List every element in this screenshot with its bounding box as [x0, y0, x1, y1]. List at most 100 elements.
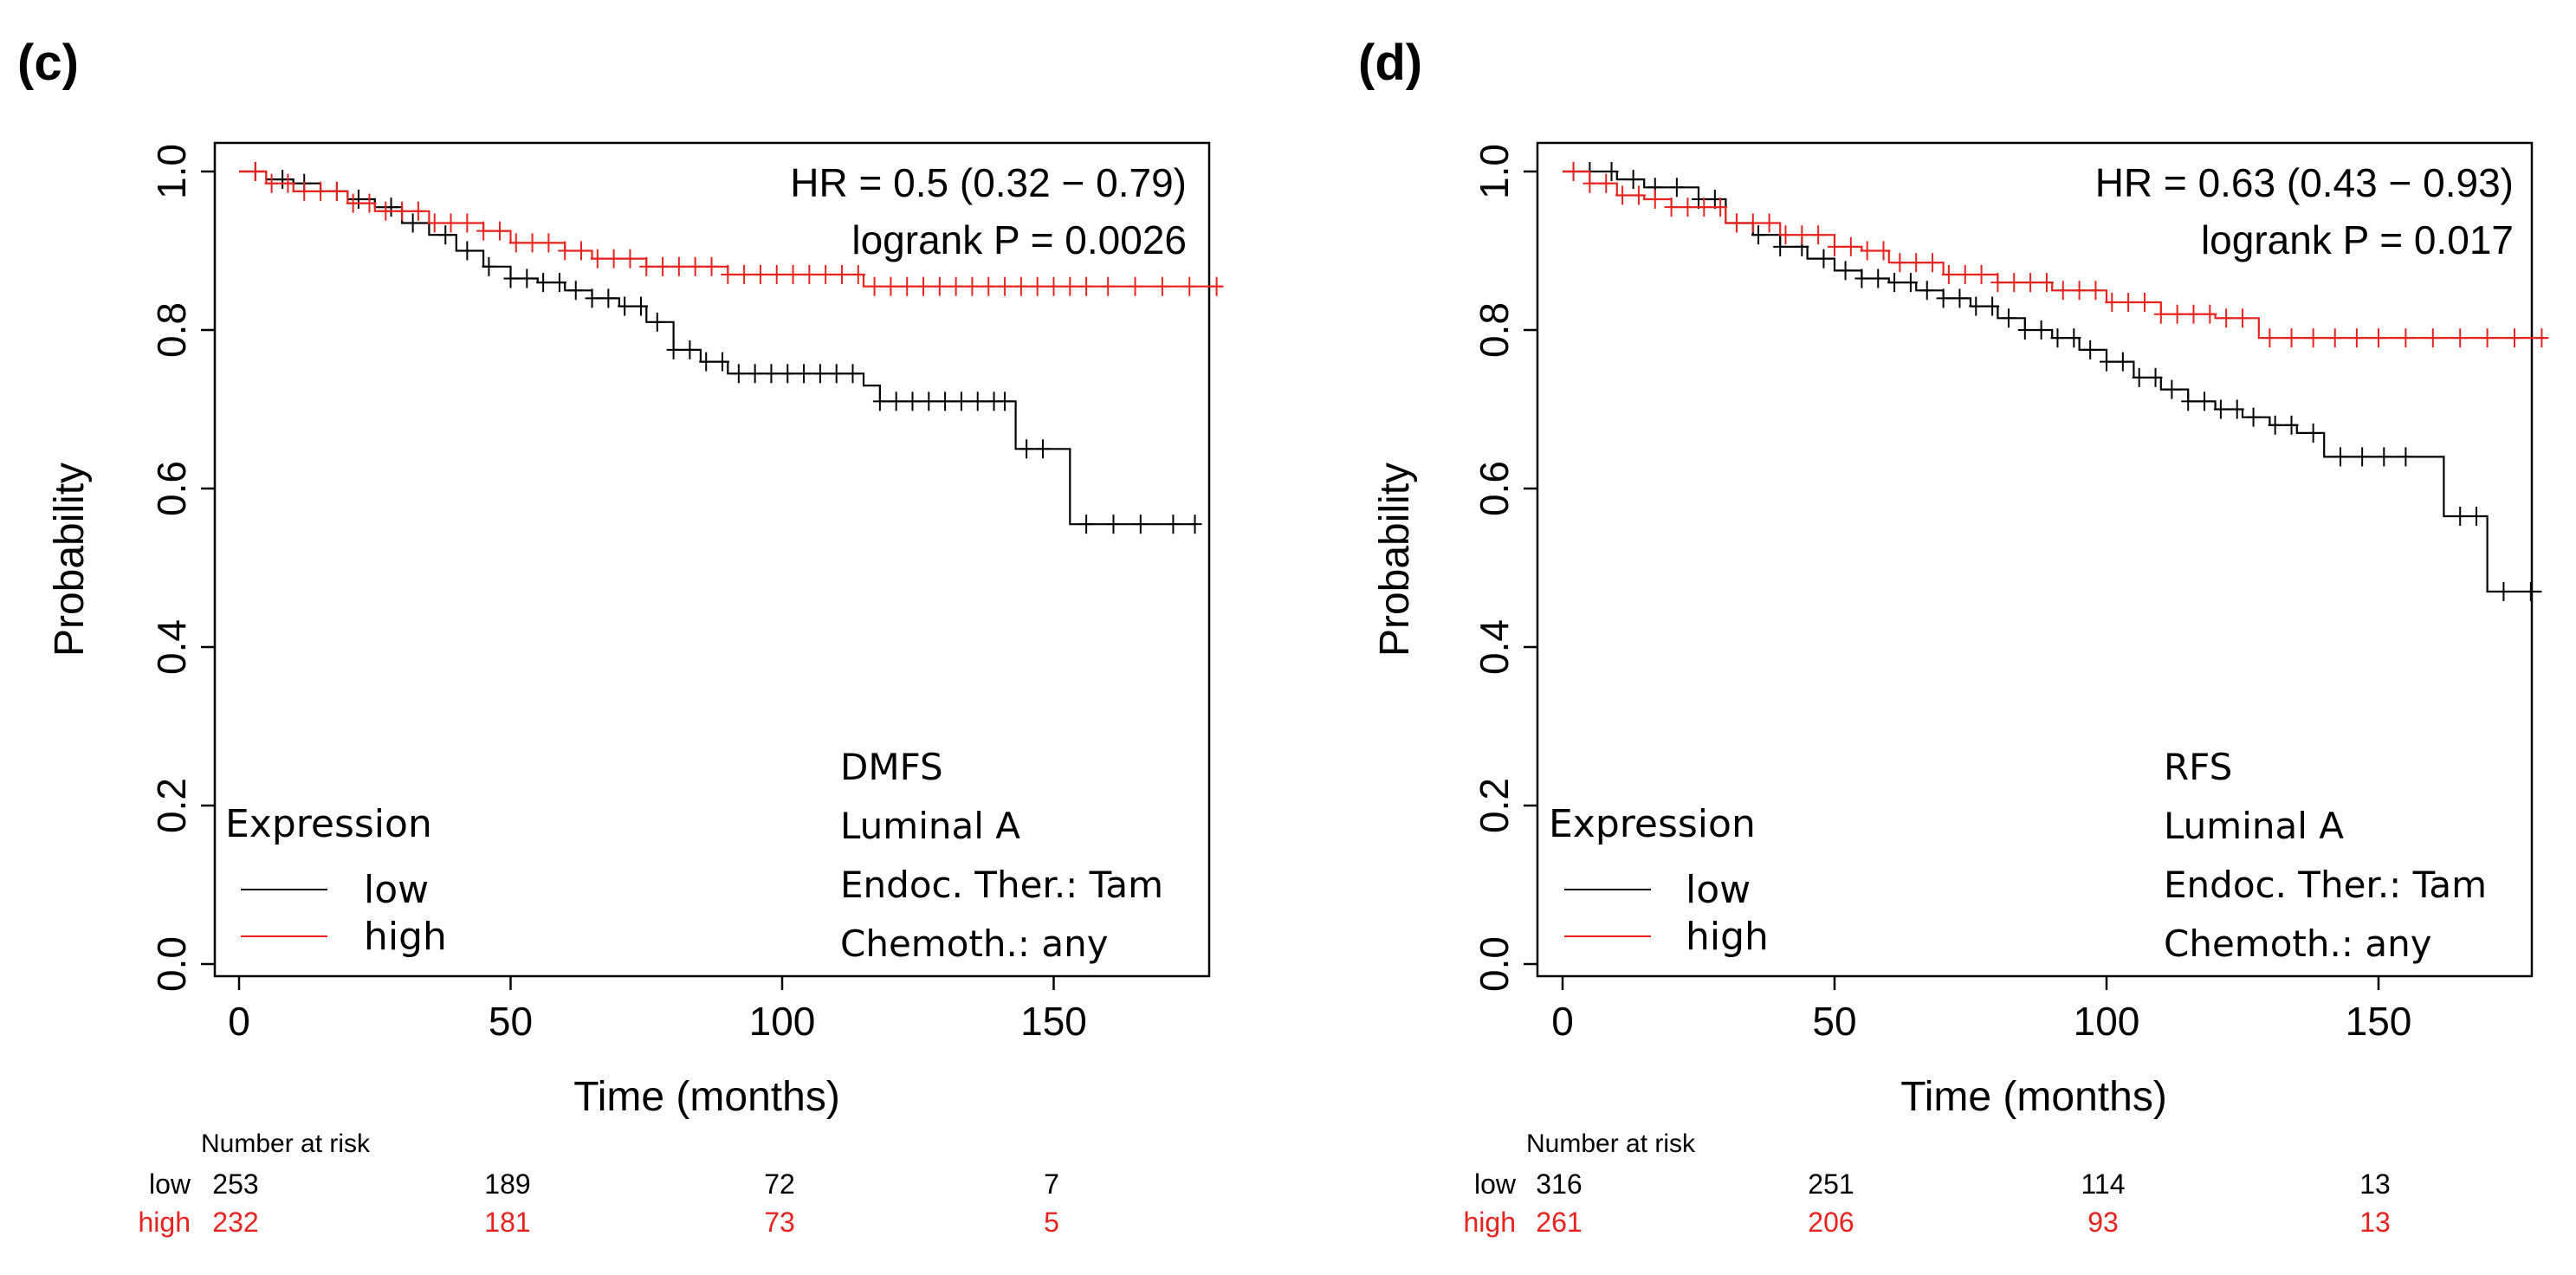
censor-mark-low: [2284, 415, 2299, 435]
censor-mark-high: [900, 276, 915, 296]
censor-mark-high: [297, 181, 312, 201]
risk-count-high: 261: [1536, 1207, 1582, 1238]
hazard-ratio: HR = 0.5 (0.32 − 0.79): [790, 160, 1187, 205]
risk-count-low: 316: [1536, 1168, 1582, 1200]
y-tick-label: 0.0: [1472, 936, 1517, 992]
censor-mark-high: [1128, 276, 1142, 296]
censor-mark-high: [1958, 264, 1972, 284]
censor-mark-high: [1155, 276, 1169, 296]
censor-mark-low: [699, 352, 714, 372]
risk-row-label-low: low: [1474, 1168, 1517, 1200]
censor-mark-low: [1019, 439, 1034, 459]
censor-mark-high: [1209, 276, 1224, 296]
censor-mark-low: [2197, 392, 2212, 411]
x-tick-label: 0: [1551, 999, 1574, 1044]
legend-label-high: high: [364, 915, 447, 959]
censor-mark-low: [970, 392, 985, 411]
censor-mark-low: [2050, 328, 2065, 348]
risk-table-header: Number at risk: [1526, 1129, 1696, 1158]
risk-count-high: 206: [1808, 1207, 1854, 1238]
censor-mark-high: [2508, 328, 2521, 348]
risk-count-low: 114: [2081, 1168, 2125, 1200]
censor-mark-high: [1941, 264, 1956, 284]
censor-mark-low: [1919, 281, 1934, 301]
km-curves: [239, 162, 1224, 534]
censor-mark-low: [460, 241, 475, 261]
risk-count-low: 251: [1808, 1168, 1854, 1200]
censor-mark-high: [2284, 328, 2299, 348]
censor-mark-high: [1182, 276, 1197, 296]
censor-mark-high: [769, 264, 784, 284]
legend: Expression low high: [1549, 802, 1769, 959]
censor-mark-low: [1887, 273, 1902, 293]
plot-frame: [213, 141, 1211, 978]
censor-mark-low: [1669, 178, 1684, 197]
x-axis-title: Time (months): [573, 1074, 840, 1120]
censor-mark-high: [786, 264, 800, 284]
censor-mark-high: [1745, 213, 1760, 233]
censor-mark-low: [2496, 581, 2511, 601]
censor-mark-high: [671, 256, 686, 276]
censor-mark-high: [2153, 304, 2168, 324]
risk-count-high: 181: [484, 1207, 530, 1238]
censor-mark-high: [1729, 213, 1744, 233]
censor-mark-high: [998, 276, 1013, 296]
therapy-label: Endoc. Ther.: Tam: [840, 864, 1163, 906]
panel-label: (c): [17, 35, 79, 91]
risk-count-high: 5: [1044, 1207, 1059, 1238]
censor-mark-low: [1816, 249, 1831, 269]
censor-mark-high: [721, 264, 735, 284]
risk-count-low: 189: [484, 1168, 530, 1200]
censor-mark-low: [1969, 296, 1984, 316]
censor-mark-high: [2349, 328, 2364, 348]
censor-mark-low: [812, 364, 827, 384]
panel-d: (d) 0.0 0.2 0.4 0.6 0.8 1.0 0 50 100 150 Probabi…: [1358, 35, 2549, 1238]
censor-mark-low: [731, 364, 746, 384]
censor-mark-high: [1876, 241, 1891, 261]
censor-mark-high: [1680, 197, 1695, 217]
legend-label-low: low: [1686, 868, 1751, 912]
censor-mark-low: [552, 273, 566, 293]
censor-mark-high: [819, 264, 833, 284]
censor-mark-low: [1773, 236, 1788, 256]
censor-mark-high: [508, 233, 523, 253]
censor-mark-low: [2115, 352, 2130, 372]
y-tick-label: 1.0: [1472, 144, 1517, 199]
censor-mark-high: [1713, 197, 1728, 217]
censor-mark-high: [932, 276, 947, 296]
censor-mark-high: [834, 264, 849, 284]
censor-mark-high: [1079, 276, 1094, 296]
risk-count-high: 232: [212, 1207, 258, 1238]
censor-mark-high: [411, 201, 425, 221]
chemo-label: Chemoth.: any: [2164, 922, 2432, 965]
censor-mark-high: [1046, 276, 1061, 296]
risk-count-low: 72: [764, 1168, 795, 1200]
y-tick-label: 0.4: [1472, 619, 1517, 675]
censor-mark-low: [2398, 447, 2413, 467]
censor-mark-low: [1133, 515, 1148, 534]
censor-mark-high: [1647, 190, 1662, 210]
censor-mark-low: [2165, 379, 2179, 399]
censor-mark-low: [1626, 170, 1641, 190]
censor-mark-low: [2333, 447, 2348, 467]
censor-mark-high: [2453, 328, 2468, 348]
censor-mark-high: [1582, 173, 1597, 193]
censor-mark-low: [2067, 328, 2081, 348]
censor-mark-high: [1828, 236, 1841, 256]
censor-mark-high: [1990, 273, 2005, 293]
censor-mark-high: [704, 256, 719, 276]
censor-mark-high: [2327, 328, 2342, 348]
censor-mark-low: [2100, 352, 2113, 372]
censor-mark-high: [851, 264, 865, 284]
x-tick-label: 150: [1020, 999, 1087, 1044]
risk-table: Number at risk low 316 251 114 13 high 261 206 9…: [1464, 1129, 2391, 1238]
risk-row-label-low: low: [149, 1168, 191, 1200]
x-tick-label: 150: [2346, 999, 2412, 1044]
x-tick-label: 0: [228, 999, 250, 1044]
censor-mark-high: [329, 181, 344, 201]
censor-mark-low: [2377, 447, 2392, 467]
therapy-label: Endoc. Ther.: Tam: [2164, 864, 2487, 906]
risk-count-high: 13: [2359, 1207, 2391, 1238]
censor-mark-low: [2246, 407, 2261, 427]
